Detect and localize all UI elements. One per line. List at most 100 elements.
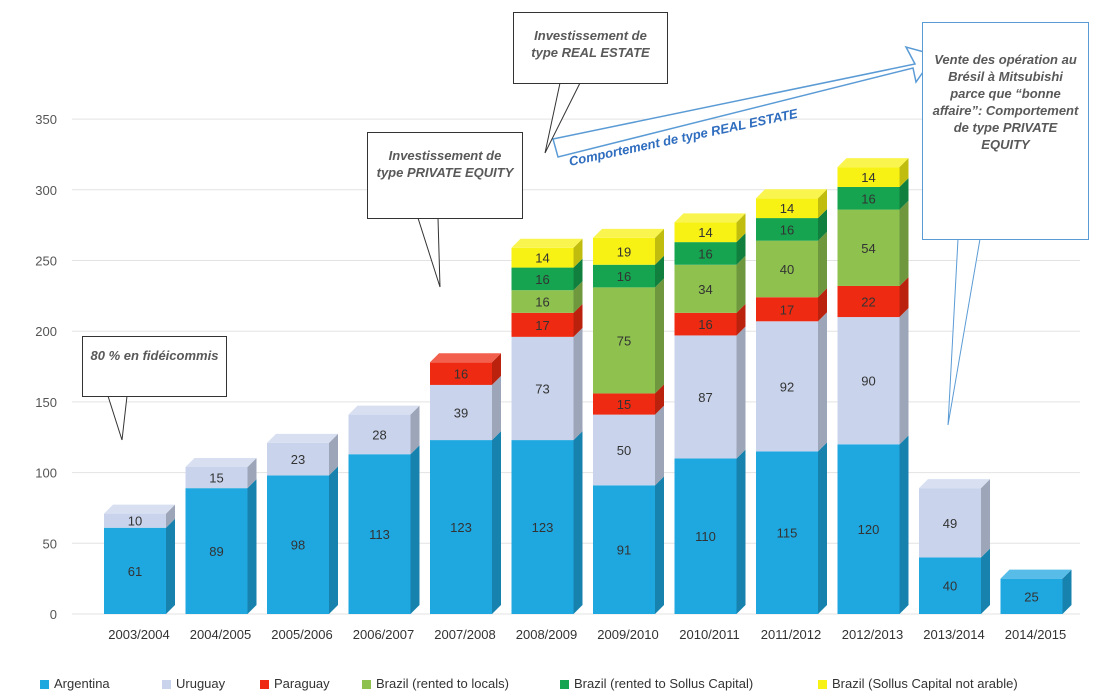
bar-segment [593, 393, 655, 415]
y-axis: 0 50 100 150 200 250 300 350 [35, 112, 57, 622]
bar-segment-side [899, 177, 909, 210]
bar-segment-side [655, 278, 664, 394]
bar-segment-side [329, 433, 338, 476]
x-tick-label: 2013/2014 [923, 627, 984, 642]
data-label: 17 [535, 318, 549, 333]
y-tick-label: 0 [50, 607, 57, 622]
y-tick-label: 200 [35, 324, 57, 339]
bar-segment [104, 527, 166, 614]
legend-item: Paraguay [260, 676, 330, 691]
y-tick-label: 300 [35, 183, 57, 198]
data-label: 73 [535, 381, 549, 396]
bar-segment-side [573, 327, 583, 441]
legend-item: Brazil (rented to Sollus Capital) [560, 676, 753, 691]
data-label: 16 [698, 317, 712, 332]
x-tick-label: 2010/2011 [679, 627, 740, 642]
bar-segment [511, 312, 574, 337]
x-tick-label: 2014/2015 [1005, 627, 1066, 642]
data-label: 14 [698, 225, 712, 240]
bar-segment-side [573, 238, 583, 268]
bar-segment-side [655, 228, 664, 265]
legend-swatch [818, 680, 827, 690]
data-label: 15 [209, 471, 223, 486]
bar-segment [837, 285, 900, 318]
legend-swatch [162, 680, 171, 690]
bar-segment [674, 264, 737, 313]
bar-segment-side [166, 504, 175, 528]
data-label: 90 [861, 374, 875, 389]
bar-segment-side [899, 200, 909, 286]
bar-segment [593, 485, 655, 614]
y-tick-label: 100 [35, 466, 57, 481]
bar-top-face [1000, 569, 1072, 579]
bar-top-face [837, 158, 909, 168]
bar-segment-side [492, 431, 501, 614]
bar-segment-side [655, 255, 664, 288]
data-label: 16 [535, 295, 549, 310]
bar-segment [430, 362, 492, 385]
data-label: 14 [861, 170, 875, 185]
bar-segment [919, 557, 981, 614]
bar-segment-side [981, 479, 990, 558]
bar-stack-2008-2009: 123 73 17 16 16 14 [511, 238, 583, 614]
bar-segment-side [981, 548, 990, 614]
bar-segment [674, 458, 737, 614]
bar-segment [674, 242, 737, 265]
legend-item: Brazil (Sollus Capital not arable) [818, 676, 1018, 691]
bar-stack-2014-2015: 25 [1000, 569, 1072, 614]
bar-segment [837, 209, 900, 286]
bar-segment-side [899, 435, 909, 614]
x-axis: 2003/2004 2004/2005 2005/2006 2006/2007 2007… [108, 627, 1066, 642]
bar-segment-side [329, 466, 338, 614]
bar-segment [593, 414, 655, 486]
bars: 61 10 89 15 98 23 113 28 123 39 16 123 73 17 16 16 14 91 5… [104, 158, 1072, 614]
bar-segment [185, 488, 248, 614]
bar-segment [593, 237, 655, 265]
bar-segment [593, 287, 655, 394]
bar-segment-side [899, 276, 909, 318]
bar-segment-side [818, 442, 827, 614]
bar-stack-2010-2011: 110 87 16 34 16 14 [674, 213, 746, 614]
bar-segment [430, 440, 492, 614]
bar-segment [756, 198, 818, 219]
data-label: 87 [698, 390, 712, 405]
bar-segment-side [655, 384, 664, 415]
bar-segment-side [573, 431, 583, 614]
x-tick-label: 2009/2010 [597, 627, 658, 642]
bar-segment-side [492, 353, 501, 385]
callout-real-estate-text: Investissement de type REAL ESTATE [531, 28, 650, 60]
bar-top-face [104, 504, 175, 514]
data-label: 123 [532, 520, 554, 535]
data-label: 10 [128, 514, 142, 529]
data-label: 50 [617, 443, 631, 458]
data-label: 92 [780, 379, 794, 394]
callout-real-estate: Investissement de type REAL ESTATE [513, 12, 668, 84]
bar-segment [837, 167, 900, 187]
bar-top-face [593, 228, 664, 238]
bar-stack-2003-2004: 61 10 [104, 504, 175, 614]
bar-segment-side [899, 158, 909, 187]
callout-tail-vente [947, 238, 981, 426]
data-label: 15 [617, 397, 631, 412]
bar-stack-2013-2014: 40 49 [919, 479, 990, 614]
bar-top-face [267, 433, 338, 443]
x-tick-label: 2007/2008 [434, 627, 495, 642]
data-label: 123 [450, 520, 472, 535]
callout-vente-bresil: Vente des opération au Brésil à Mitsubis… [922, 22, 1089, 240]
bar-segment-side [573, 258, 583, 291]
bar-segment [511, 267, 574, 291]
bar-segment-side [736, 255, 746, 313]
data-label: 110 [695, 529, 716, 544]
bar-segment [511, 440, 574, 614]
data-label: 22 [861, 295, 875, 310]
data-label: 39 [454, 406, 468, 421]
bar-segment-side [573, 281, 583, 313]
bar-segment-side [655, 476, 664, 614]
bar-stack-2005-2006: 98 23 [267, 433, 338, 614]
bar-top-face [348, 405, 420, 415]
bar-segment [674, 312, 737, 336]
data-label: 23 [291, 452, 305, 467]
bar-top-face [919, 479, 990, 489]
bar-segment-side [247, 457, 257, 489]
bar-stack-2004-2005: 89 15 [185, 457, 257, 614]
